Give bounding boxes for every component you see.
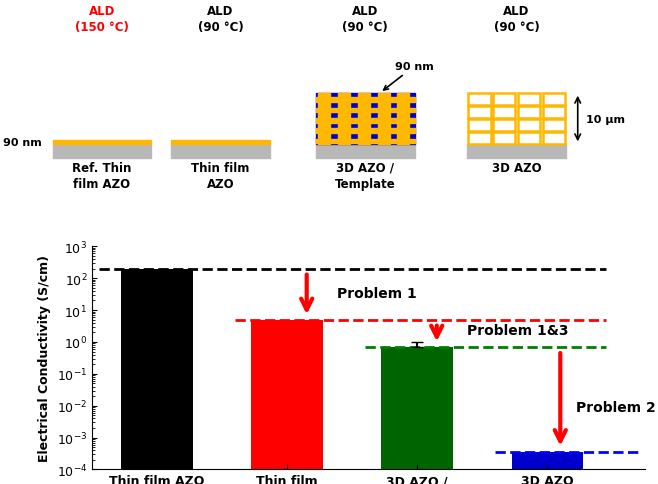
Text: Ref. Thin
film AZO: Ref. Thin film AZO (72, 162, 132, 191)
Bar (518, 94, 540, 106)
Bar (53, 145, 151, 159)
Bar (467, 145, 566, 159)
Bar (397, 93, 409, 145)
Bar (171, 145, 270, 159)
Text: 3D AZO: 3D AZO (492, 162, 542, 175)
Bar (494, 133, 515, 144)
Bar (316, 108, 415, 113)
Text: ALD
(90 °C): ALD (90 °C) (197, 5, 243, 34)
Bar (511, 452, 583, 484)
Text: 3D AZO /
Template: 3D AZO / Template (335, 162, 395, 191)
Bar (468, 94, 490, 106)
Text: Problem 2: Problem 2 (576, 400, 655, 414)
Text: Problem 1&3: Problem 1&3 (467, 323, 568, 337)
Bar (316, 145, 415, 159)
Bar (494, 120, 515, 132)
Text: 90 nm: 90 nm (384, 62, 434, 91)
Bar (542, 94, 565, 106)
Text: 90 nm: 90 nm (3, 138, 42, 148)
Bar (121, 269, 193, 484)
Bar (468, 133, 490, 144)
Bar (542, 120, 565, 132)
Y-axis label: Electrical Conductivity (S/cm): Electrical Conductivity (S/cm) (38, 255, 51, 461)
Text: Problem 1: Problem 1 (337, 287, 417, 301)
Bar (494, 94, 515, 106)
Bar (518, 120, 540, 132)
Bar (468, 120, 490, 132)
Bar (518, 133, 540, 144)
Text: ALD
(90 °C): ALD (90 °C) (342, 5, 388, 34)
Bar (518, 107, 540, 119)
Bar (382, 347, 453, 484)
Bar (53, 141, 151, 145)
Bar (468, 107, 490, 119)
Bar (494, 107, 515, 119)
Text: Thin film
AZO: Thin film AZO (191, 162, 249, 191)
Bar (338, 93, 350, 145)
Bar (316, 119, 415, 123)
Bar (316, 129, 415, 134)
Bar (378, 93, 390, 145)
Bar (251, 320, 323, 484)
Text: ALD
(90 °C): ALD (90 °C) (494, 5, 540, 34)
Text: 10 μm: 10 μm (586, 114, 624, 124)
Bar (318, 93, 330, 145)
Bar (358, 93, 370, 145)
Bar (316, 98, 415, 103)
Bar (316, 93, 415, 145)
Text: ALD
(150 °C): ALD (150 °C) (75, 5, 129, 34)
Bar (542, 133, 565, 144)
Bar (542, 107, 565, 119)
Bar (171, 141, 270, 145)
Bar (316, 139, 415, 144)
